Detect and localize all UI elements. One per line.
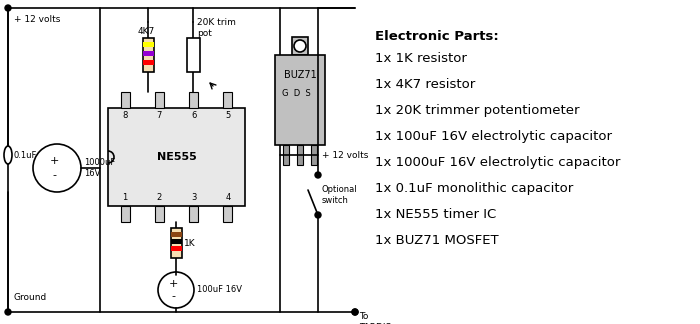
Circle shape bbox=[33, 144, 81, 192]
Bar bbox=[171, 239, 181, 244]
Text: 6: 6 bbox=[191, 111, 196, 121]
Text: 1x 1K resistor: 1x 1K resistor bbox=[375, 52, 467, 65]
Bar bbox=[171, 232, 181, 237]
Bar bbox=[108, 108, 245, 206]
Bar bbox=[120, 92, 130, 108]
Text: Electronic Parts:: Electronic Parts: bbox=[375, 30, 498, 43]
Text: + 12 volts: + 12 volts bbox=[322, 151, 368, 159]
Text: NE555: NE555 bbox=[157, 152, 197, 162]
Text: 1x 4K7 resistor: 1x 4K7 resistor bbox=[375, 78, 475, 91]
Bar bbox=[311, 145, 317, 165]
Text: 1x 100uF 16V electrolytic capacitor: 1x 100uF 16V electrolytic capacitor bbox=[375, 130, 612, 143]
Text: BUZ71: BUZ71 bbox=[284, 70, 316, 80]
Text: +: + bbox=[168, 279, 178, 289]
Circle shape bbox=[294, 40, 306, 52]
Bar bbox=[292, 37, 308, 55]
Bar bbox=[171, 228, 181, 258]
Bar bbox=[283, 145, 289, 165]
Text: 100uF 16V: 100uF 16V bbox=[197, 285, 242, 295]
Text: Optional
switch: Optional switch bbox=[322, 185, 358, 205]
Text: 1000uF
16V: 1000uF 16V bbox=[84, 158, 116, 178]
Text: To
TARDIS
lamp: To TARDIS lamp bbox=[359, 312, 391, 324]
Text: 1x 1000uF 16V electrolytic capacitor: 1x 1000uF 16V electrolytic capacitor bbox=[375, 156, 620, 169]
Text: 8: 8 bbox=[122, 111, 128, 121]
Bar bbox=[297, 145, 303, 165]
Circle shape bbox=[352, 309, 358, 315]
Text: +: + bbox=[49, 156, 59, 166]
Bar bbox=[223, 206, 232, 222]
Text: 1K: 1K bbox=[183, 238, 195, 248]
Text: 20K trim
pot: 20K trim pot bbox=[197, 18, 236, 38]
Bar bbox=[186, 38, 200, 72]
Text: Ground: Ground bbox=[14, 294, 48, 303]
Text: 1x NE555 timer IC: 1x NE555 timer IC bbox=[375, 208, 496, 221]
Bar bbox=[171, 246, 181, 251]
Text: 0.1uF: 0.1uF bbox=[14, 151, 37, 159]
Circle shape bbox=[5, 309, 11, 315]
Text: 2: 2 bbox=[157, 193, 162, 202]
Bar bbox=[143, 38, 153, 72]
Text: -: - bbox=[52, 170, 56, 180]
Text: 1x BUZ71 MOSFET: 1x BUZ71 MOSFET bbox=[375, 234, 498, 247]
Bar bbox=[189, 206, 198, 222]
Circle shape bbox=[315, 212, 321, 218]
Text: 4K7: 4K7 bbox=[137, 28, 155, 37]
Bar bbox=[143, 60, 153, 65]
Bar bbox=[143, 42, 153, 47]
Text: 5: 5 bbox=[225, 111, 230, 121]
Bar bbox=[223, 92, 232, 108]
Circle shape bbox=[352, 309, 358, 315]
Text: G  D  S: G D S bbox=[281, 88, 310, 98]
Circle shape bbox=[158, 272, 194, 308]
Circle shape bbox=[315, 172, 321, 178]
Bar bbox=[120, 206, 130, 222]
Circle shape bbox=[5, 5, 11, 11]
Text: 3: 3 bbox=[191, 193, 196, 202]
Text: 4: 4 bbox=[225, 193, 230, 202]
Bar bbox=[155, 206, 164, 222]
Text: 1x 20K trimmer potentiometer: 1x 20K trimmer potentiometer bbox=[375, 104, 580, 117]
Ellipse shape bbox=[4, 146, 12, 164]
Bar bbox=[155, 92, 164, 108]
Text: -: - bbox=[171, 291, 175, 301]
Bar bbox=[275, 55, 325, 145]
Text: 1x 0.1uF monolithic capacitor: 1x 0.1uF monolithic capacitor bbox=[375, 182, 573, 195]
Text: + 12 volts: + 12 volts bbox=[14, 16, 60, 25]
Text: 7: 7 bbox=[157, 111, 162, 121]
Bar bbox=[189, 92, 198, 108]
Text: 1: 1 bbox=[122, 193, 127, 202]
Bar bbox=[143, 51, 153, 56]
